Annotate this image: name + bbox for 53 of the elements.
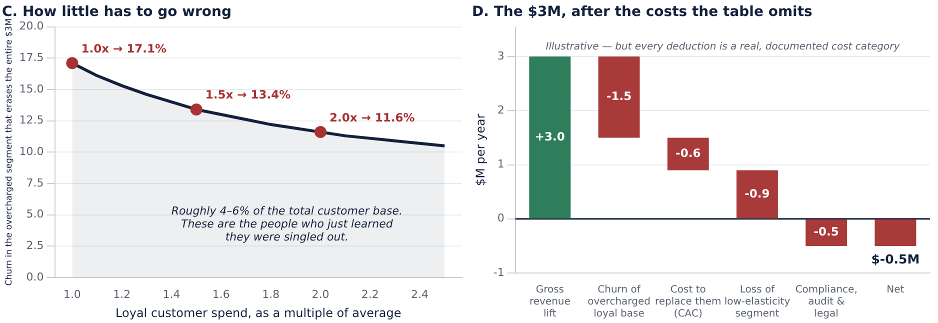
x-tick-label: 2.2 [361,288,379,301]
data-label: 1.0x → 17.1% [81,41,167,56]
bar [736,170,778,218]
x-axis-title: Loyal customer spend, as a multiple of average [116,306,402,320]
x-tick-label: Churn of overcharged loyal base [588,284,650,320]
y-tick-label: 17.5 [19,50,44,64]
data-label: -0.6 [676,146,701,160]
point [190,104,202,116]
data-label: -0.5 [814,224,839,239]
y-tick-label: 5.0 [26,208,44,221]
y-tick-label: 2 [497,104,504,117]
x-tick-label: 1.8 [262,288,280,301]
bar [874,219,916,246]
x-tick-label: Loss of low-elasticity segment [724,284,790,320]
y-tick-label: 20.0 [19,20,44,33]
y-tick-label: 10.0 [19,144,44,158]
y-tick-label: 15.0 [19,82,44,96]
y-tick-label: 7.5 [26,176,44,190]
point [314,126,326,138]
y-tick-label: 1 [497,158,504,171]
x-tick-label: 2.0 [312,288,330,301]
x-tick-label: 1.0 [63,288,81,301]
y-tick-label: 12.5 [19,114,44,127]
bar [598,56,640,138]
y-tick-label: 0 [497,212,504,225]
x-tick-label: 1.4 [162,288,180,301]
x-tick-label: Compliance, audit & legal [795,284,858,320]
y-tick-label: 3 [497,49,504,62]
x-tick-label: 1.6 [212,288,230,301]
y-tick-label: 2.5 [26,238,44,252]
x-tick-label: 2.4 [411,288,429,301]
y-axis-title: Churn in the overcharged segment that erases the entire $3M [4,18,14,286]
bar [667,138,709,170]
point [66,57,78,70]
y-axis-title: $M per year [473,114,488,186]
bar [529,56,571,218]
chart-title: C. How little has to go wrong [2,4,232,20]
x-tick-label: Cost to replace them (CAC) [654,284,722,320]
x-tick-label: 1.2 [113,288,131,301]
chart-title: D. The $3M, after the costs the table omits [472,4,812,20]
bar [806,219,848,246]
data-label: -0.9 [744,186,770,200]
data-label: -1.5 [606,89,632,104]
y-tick-label: -1 [493,266,504,279]
y-tick-label: 0.0 [26,270,44,284]
data-label: 2.0x → 11.6% [329,110,416,124]
x-tick-label: Gross revenue lift [529,284,570,320]
annotation: Roughly 4–6% of the total customer base. These are the people who just learned they were singled out. [171,204,402,244]
x-tick-label: Net [886,284,904,296]
data-label: +3.0 [534,129,565,144]
text: Illustrative — but every deduction is a real, documented cost category [546,41,901,52]
data-label: $-0.5M [871,251,920,266]
data-label: 1.5x → 13.4% [205,88,292,102]
